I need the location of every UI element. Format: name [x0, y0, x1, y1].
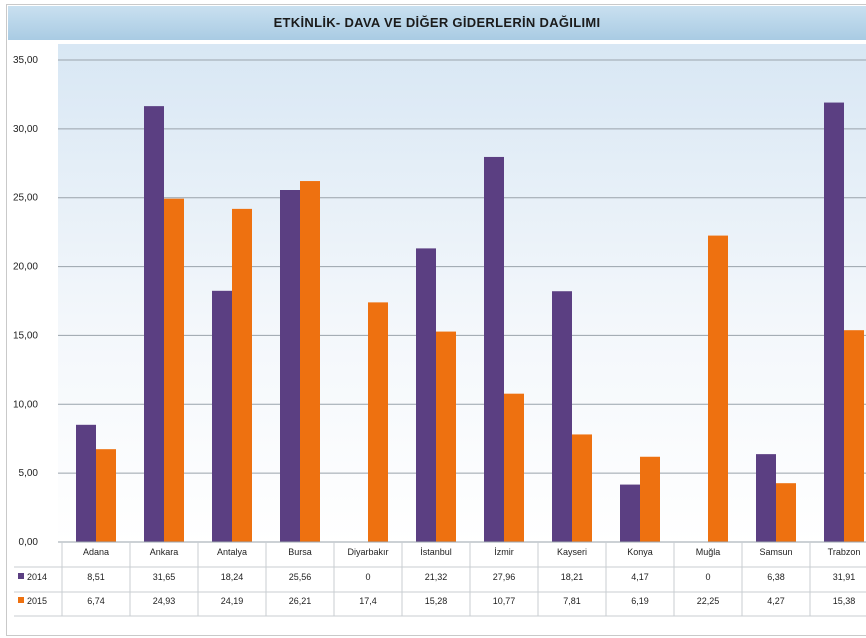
bar-2015-8	[572, 434, 592, 542]
title-bar: ETKİNLİK- DAVA VE DİĞER GİDERLERİN DAĞIL…	[8, 6, 866, 40]
legend-label-2014: 2014	[27, 572, 47, 582]
data-label-2015: 22,25	[697, 596, 720, 606]
y-tick-label: 20,00	[13, 262, 38, 273]
y-tick-label: 5,00	[19, 468, 39, 479]
data-label-2015: 10,77	[493, 596, 516, 606]
bar-2015-11	[776, 483, 796, 542]
data-label-2015: 17,4	[359, 596, 377, 606]
data-label-2014: 18,21	[561, 572, 584, 582]
data-label-2015: 24,19	[221, 596, 244, 606]
data-label-2014: 8,51	[87, 572, 105, 582]
bar-2014-11	[756, 454, 776, 542]
category-label: Bursa	[288, 547, 312, 557]
data-label-2015: 7,81	[563, 596, 581, 606]
category-label: Konya	[627, 547, 653, 557]
bar-2015-1	[96, 449, 116, 542]
category-label: Muğla	[696, 547, 721, 557]
y-tick-label: 35,00	[13, 55, 38, 66]
bar-2015-5	[368, 302, 388, 542]
category-label: Ankara	[150, 547, 179, 557]
bar-2015-6	[436, 331, 456, 542]
bar-2015-3	[232, 208, 252, 542]
bar-2014-2	[144, 106, 164, 543]
bar-2014-7	[484, 156, 504, 542]
category-label: Samsun	[759, 547, 792, 557]
plot-background	[58, 44, 866, 544]
category-label: Kayseri	[557, 547, 587, 557]
data-label-2014: 31,65	[153, 572, 176, 582]
bar-2014-3	[212, 290, 232, 542]
bar-2015-9	[640, 456, 660, 542]
y-tick-label: 15,00	[13, 330, 38, 341]
bar-2014-1	[76, 424, 96, 542]
data-label-2014: 18,24	[221, 572, 244, 582]
bar-2014-4	[280, 190, 300, 542]
bar-2015-10	[708, 235, 728, 543]
bar-2015-7	[504, 393, 524, 542]
legend-swatch-2014	[18, 573, 24, 579]
data-label-2015: 4,27	[767, 596, 785, 606]
data-label-2014: 27,96	[493, 572, 516, 582]
data-label-2015: 26,21	[289, 596, 312, 606]
data-label-2015: 6,19	[631, 596, 649, 606]
bar-2014-8	[552, 291, 572, 542]
category-label: İzmir	[494, 547, 514, 557]
chart-title: ETKİNLİK- DAVA VE DİĞER GİDERLERİN DAĞIL…	[273, 15, 601, 30]
y-tick-label: 0,00	[19, 537, 39, 548]
data-label-2014: 0	[705, 572, 710, 582]
data-label-2014: 0	[365, 572, 370, 582]
data-label-2014: 31,91	[833, 572, 856, 582]
data-label-2015: 15,38	[833, 596, 856, 606]
category-label: Adana	[83, 547, 109, 557]
bar-2014-9	[620, 484, 640, 542]
bar-2015-12	[844, 330, 864, 542]
bar-2014-6	[416, 248, 436, 543]
bar-2015-2	[164, 198, 184, 542]
y-tick-label: 25,00	[13, 193, 38, 204]
category-label: Diyarbakır	[347, 547, 388, 557]
category-label: İstanbul	[420, 547, 452, 557]
data-label-2015: 24,93	[153, 596, 176, 606]
data-label-2014: 25,56	[289, 572, 312, 582]
category-label: Antalya	[217, 547, 247, 557]
data-label-2014: 4,17	[631, 572, 649, 582]
y-tick-label: 10,00	[13, 399, 38, 410]
legend-swatch-2015	[18, 597, 24, 603]
data-label-2014: 21,32	[425, 572, 448, 582]
y-tick-label: 30,00	[13, 124, 38, 135]
category-label: Trabzon	[828, 547, 861, 557]
data-label-2015: 6,74	[87, 596, 105, 606]
data-label-2014: 6,38	[767, 572, 785, 582]
bar-2015-4	[300, 181, 320, 543]
data-label-2015: 15,28	[425, 596, 448, 606]
legend-label-2015: 2015	[27, 596, 47, 606]
bar-2014-12	[824, 102, 844, 542]
